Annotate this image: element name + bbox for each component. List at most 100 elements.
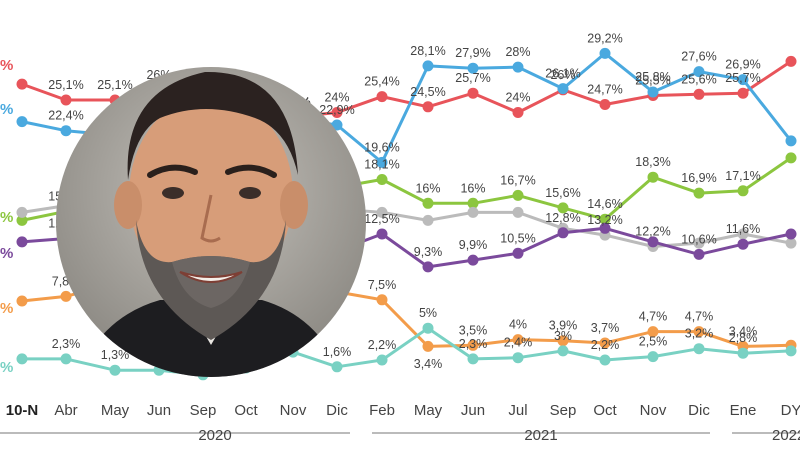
data-label: 25,7% <box>455 71 490 85</box>
data-label: 26,1% <box>545 67 580 81</box>
x-tick-label: Jun <box>147 402 171 419</box>
x-tick-label: DY <box>781 402 800 419</box>
data-label: 25,1% <box>48 78 83 92</box>
year-label-2022: 2022 <box>772 427 800 444</box>
data-label: 16% <box>460 181 485 195</box>
data-point <box>376 156 388 168</box>
data-point <box>785 228 797 240</box>
data-point <box>467 353 479 365</box>
data-point <box>737 74 749 86</box>
data-label: 1,6% <box>323 345 352 359</box>
data-label: 2,2% <box>368 338 397 352</box>
data-label: 1,3% <box>101 348 130 362</box>
data-point <box>737 238 749 250</box>
data-point <box>557 83 569 95</box>
x-tick-label: Feb <box>369 402 395 419</box>
data-label: 3% <box>554 329 572 343</box>
data-point <box>422 101 434 113</box>
data-point <box>599 47 611 59</box>
data-label: 2,3% <box>52 337 81 351</box>
data-point <box>599 99 611 110</box>
data-point <box>376 174 388 185</box>
data-point <box>647 171 659 183</box>
data-point <box>557 227 569 239</box>
x-tick-label: Oct <box>234 402 258 419</box>
data-point <box>693 187 705 199</box>
x-tick-label: Abr <box>54 402 77 419</box>
data-point <box>785 55 797 67</box>
data-label: 24,5% <box>410 85 445 99</box>
data-point <box>467 206 479 218</box>
data-point <box>331 119 343 131</box>
data-point <box>467 62 479 74</box>
data-point <box>16 206 28 218</box>
data-point <box>599 213 611 225</box>
data-point <box>376 228 388 240</box>
data-label: 11,6% <box>726 222 761 236</box>
edge-mark: % <box>0 209 13 226</box>
data-label: 2,8% <box>729 331 758 345</box>
data-label: 25,4% <box>364 75 399 89</box>
data-point <box>16 78 28 90</box>
data-label: 26,9% <box>725 58 760 72</box>
data-label: 28% <box>505 45 530 59</box>
data-label: 19,6% <box>364 140 399 154</box>
data-point <box>785 237 797 249</box>
data-label: 24% <box>324 91 349 105</box>
data-label: 12,5% <box>364 212 399 226</box>
data-label: 2,4% <box>504 336 533 350</box>
data-point <box>60 353 72 365</box>
data-point <box>16 116 28 128</box>
data-point <box>693 88 705 100</box>
data-label: 9,3% <box>414 245 443 259</box>
data-point <box>422 322 434 334</box>
data-label: 25,8% <box>635 70 670 84</box>
data-point <box>331 107 343 118</box>
x-tick-label: Jul <box>508 402 527 419</box>
x-tick-label: Nov <box>640 402 667 419</box>
data-point <box>376 294 388 306</box>
edge-mark: % <box>0 101 13 118</box>
data-point <box>647 326 659 338</box>
edge-mark: % <box>0 245 13 262</box>
data-label: 14,6% <box>587 197 622 211</box>
data-point <box>647 86 659 98</box>
x-tick-label: Jun <box>461 402 485 419</box>
data-point <box>599 354 611 366</box>
data-label: 27,6% <box>681 50 716 64</box>
data-point <box>422 214 434 226</box>
data-label: 10,6% <box>681 232 716 246</box>
data-point <box>422 197 434 209</box>
data-label: 25,7% <box>725 71 760 85</box>
x-tick-label: May <box>101 402 130 419</box>
data-label: 2,2% <box>591 338 620 352</box>
data-label: 5% <box>419 306 437 320</box>
x-tick-label: 10-N <box>6 402 39 419</box>
data-point <box>422 340 434 352</box>
data-point <box>512 206 524 218</box>
data-point <box>512 334 524 346</box>
data-point <box>785 135 797 147</box>
data-point <box>60 94 72 106</box>
year-labels: 2020 2021 2022 <box>198 427 800 444</box>
data-point <box>60 290 72 302</box>
x-tick-label: Ene <box>730 402 757 419</box>
data-label: 3,7% <box>591 321 620 335</box>
data-point <box>599 222 611 234</box>
data-point <box>693 248 705 260</box>
data-point <box>512 107 524 118</box>
data-point <box>737 347 749 359</box>
x-tick-label: Oct <box>593 402 617 419</box>
data-point <box>737 87 749 99</box>
data-label: 16,9% <box>681 171 716 185</box>
data-label: 16% <box>415 181 440 195</box>
data-label: 2,5% <box>639 335 668 349</box>
data-point <box>16 236 28 248</box>
data-label: 15,6% <box>545 186 580 200</box>
data-label: 24,7% <box>587 83 622 97</box>
x-tick-label: Dic <box>688 402 710 419</box>
data-label: 25,6% <box>681 72 716 86</box>
x-tick-label: Dic <box>326 402 348 419</box>
data-label: 4,7% <box>685 310 714 324</box>
data-point <box>693 66 705 78</box>
